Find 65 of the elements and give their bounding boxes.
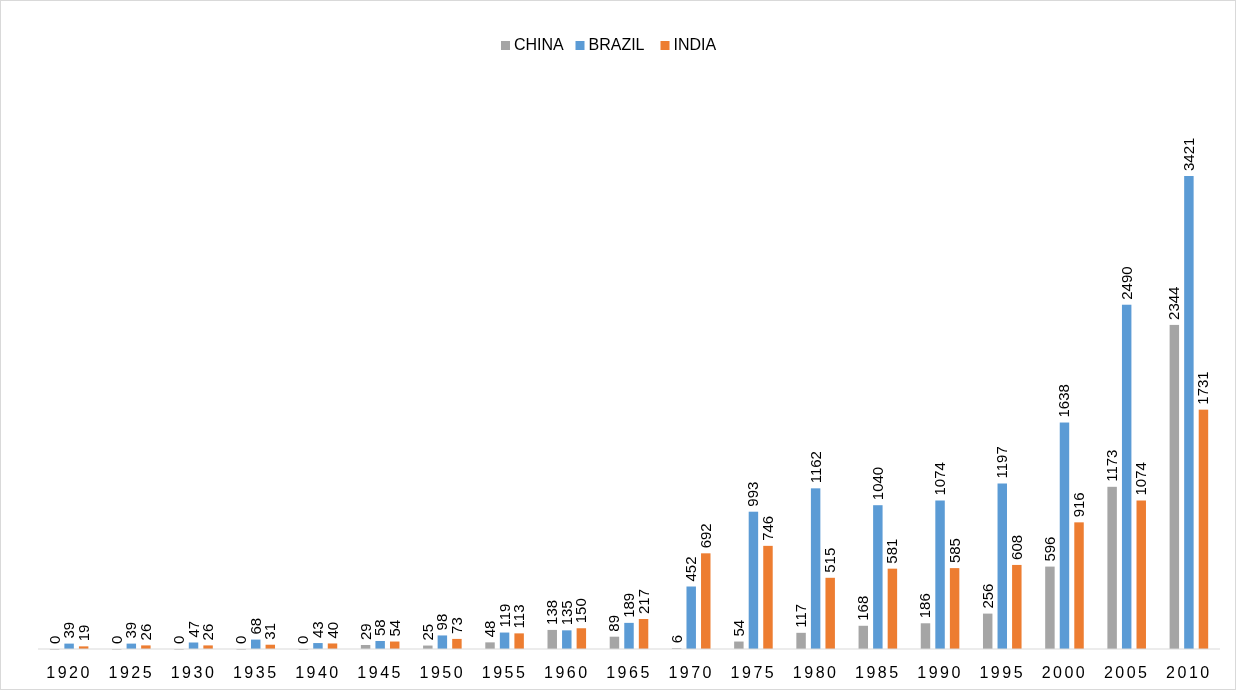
data-label: 746 — [758, 515, 776, 541]
x-tick-label: 1925 — [108, 664, 155, 681]
x-tick-label: 1995 — [979, 664, 1026, 681]
x-tick-label: 1935 — [232, 664, 279, 681]
data-label: 26 — [199, 623, 217, 641]
data-label: 2344 — [1165, 286, 1183, 320]
data-label: 993 — [744, 481, 762, 507]
data-label: 1074 — [931, 462, 949, 496]
x-tick-label: 1960 — [543, 664, 590, 681]
x-tick-label: 1950 — [419, 664, 466, 681]
data-label: 452 — [682, 556, 700, 582]
x-tick-label: 1980 — [792, 664, 839, 681]
data-label: 168 — [854, 595, 872, 621]
data-label: 0 — [107, 635, 125, 644]
x-tick-label: 1945 — [357, 664, 403, 681]
x-tick-label: 1985 — [855, 664, 901, 681]
data-label: 0 — [232, 635, 250, 644]
x-tick-label: 1965 — [606, 664, 652, 681]
data-label: 217 — [634, 588, 652, 614]
data-label: 54 — [729, 619, 747, 637]
data-label: 117 — [792, 603, 810, 628]
data-label: 608 — [1007, 534, 1025, 560]
data-label: 189 — [620, 592, 637, 618]
data-label: 1173 — [1103, 449, 1121, 482]
x-tick-label: 1990 — [917, 664, 963, 681]
legend-label: BRAZIL — [588, 36, 645, 53]
x-tick-label: 1930 — [170, 664, 217, 681]
x-tick-label: 2010 — [1166, 664, 1212, 681]
data-label: 916 — [1070, 492, 1088, 518]
data-label: 25 — [418, 623, 436, 641]
data-label: 186 — [916, 593, 934, 619]
data-label: 1040 — [868, 466, 886, 501]
data-label: 89 — [605, 615, 623, 632]
data-label: 2490 — [1117, 266, 1135, 300]
data-label: 1074 — [1132, 462, 1150, 496]
data-label: 596 — [1040, 536, 1058, 562]
data-label: 113 — [510, 604, 528, 629]
x-tick-label: 1975 — [730, 664, 777, 681]
x-tick-label: 1940 — [295, 664, 341, 681]
x-tick-label: 1970 — [668, 664, 715, 681]
data-label: 1197 — [993, 446, 1011, 479]
data-label: 585 — [945, 538, 963, 564]
legend-label: INDIA — [673, 36, 717, 53]
x-tick-label: 1955 — [481, 664, 528, 681]
data-label: 40 — [323, 621, 341, 639]
data-label: 3421 — [1179, 137, 1197, 171]
data-label: 1638 — [1055, 384, 1073, 418]
data-label: 150 — [572, 598, 590, 624]
data-label: 1162 — [806, 451, 824, 484]
data-label: 256 — [978, 583, 996, 609]
data-label: 581 — [883, 538, 901, 564]
x-tick-label: 1920 — [46, 664, 92, 681]
data-label: 515 — [821, 547, 839, 573]
legend-label: CHINA — [514, 36, 565, 53]
data-label: 6 — [667, 634, 685, 644]
data-label: 0 — [169, 635, 187, 644]
data-label: 29 — [356, 623, 374, 640]
data-label: 68 — [246, 617, 264, 635]
data-label: 692 — [696, 523, 714, 549]
data-label: 0 — [45, 635, 63, 644]
data-label: 47 — [184, 620, 202, 638]
data-label: 1731 — [1194, 371, 1212, 405]
x-tick-label: 2000 — [1041, 664, 1088, 681]
x-tick-label: 2005 — [1103, 664, 1150, 681]
data-label: 31 — [261, 623, 279, 640]
